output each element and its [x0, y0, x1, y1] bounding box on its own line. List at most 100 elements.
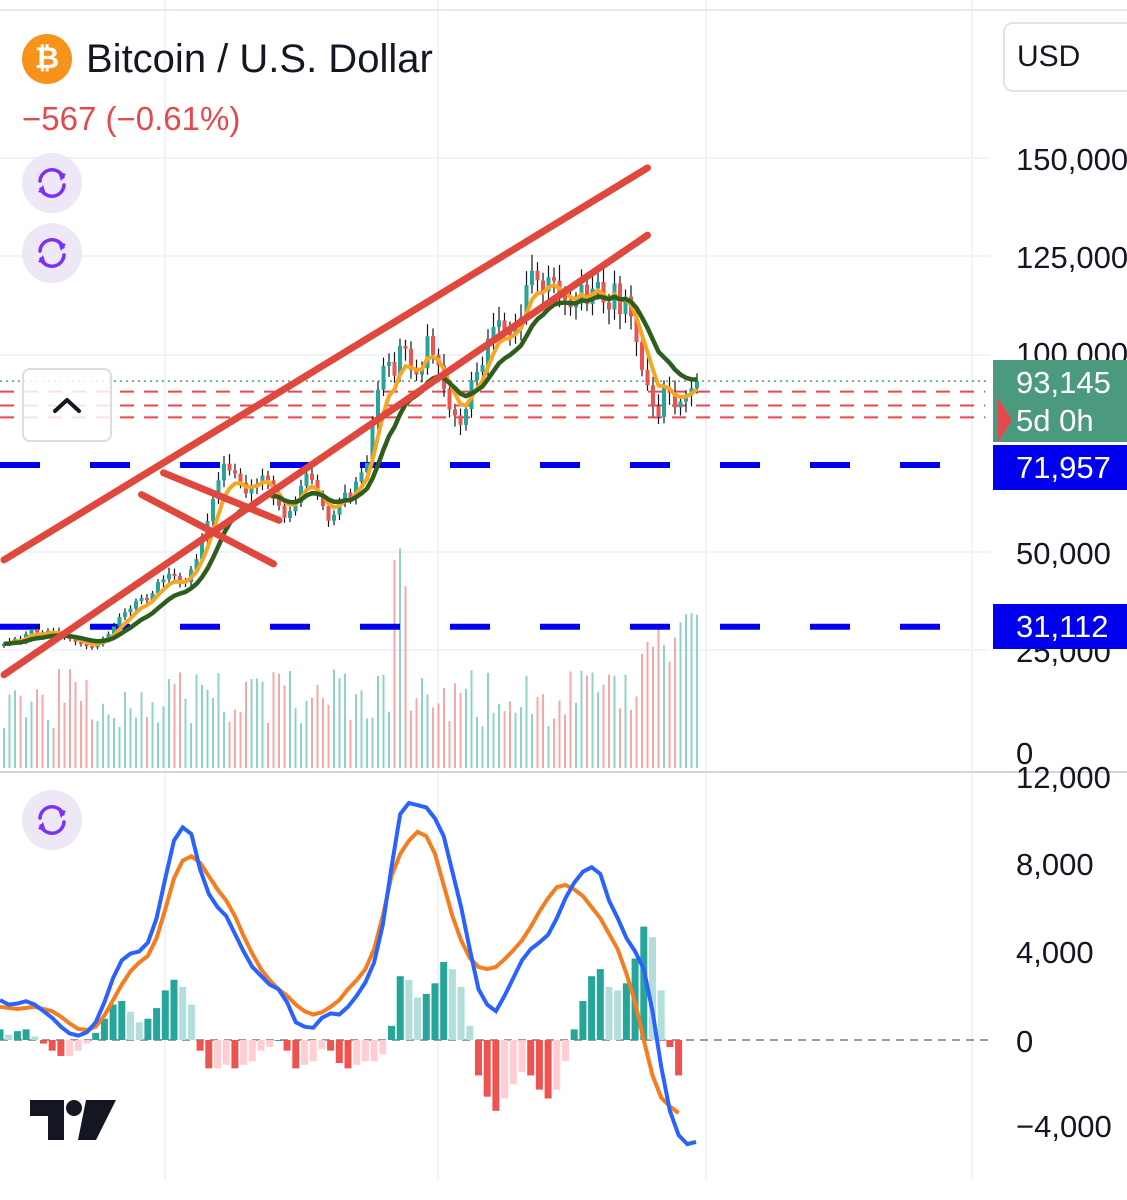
tradingview-logo-icon[interactable] — [30, 1098, 116, 1147]
candle — [172, 573, 177, 577]
histogram-bar — [231, 1040, 239, 1069]
histogram-bar — [431, 983, 439, 1040]
histogram-bar — [483, 1040, 491, 1097]
histogram-bar — [379, 1040, 387, 1055]
histogram-bar — [509, 1040, 517, 1085]
candle — [35, 629, 39, 633]
histogram-bar — [248, 1040, 256, 1062]
collapse-button[interactable] — [22, 368, 112, 442]
price-tick-label: 150,000 — [1016, 142, 1127, 177]
histogram-bar — [553, 1040, 561, 1090]
candle — [161, 579, 166, 583]
candle — [337, 501, 342, 515]
candle — [227, 463, 232, 471]
candle — [222, 463, 226, 481]
candle — [216, 480, 221, 499]
candle — [200, 540, 204, 560]
candle — [211, 498, 215, 522]
histogram-bar — [214, 1040, 221, 1069]
candle — [475, 371, 479, 381]
currency-selector[interactable]: USD — [1003, 22, 1127, 92]
candle — [546, 277, 551, 292]
refresh-button[interactable] — [22, 790, 82, 850]
candle — [458, 415, 463, 425]
moving-averages — [3, 282, 699, 647]
histogram-bar — [13, 1031, 21, 1040]
histogram-bar — [370, 1040, 378, 1062]
candle — [420, 368, 424, 375]
candle — [447, 388, 452, 410]
candle — [662, 387, 666, 417]
current-price-label: 93,145 — [1016, 365, 1111, 400]
candle — [266, 475, 270, 481]
symbol-title: Bitcoin / U.S. Dollar — [86, 36, 433, 81]
histogram-bar — [187, 1004, 195, 1040]
alert-marker — [998, 398, 1012, 442]
histogram-bar — [570, 1029, 578, 1040]
candle — [112, 626, 116, 634]
candle — [403, 346, 408, 349]
histogram-bar — [0, 1029, 4, 1040]
histogram-bar — [475, 1040, 482, 1076]
histogram-bar — [649, 937, 656, 1040]
histogram-bar — [422, 993, 430, 1040]
histogram-bar — [100, 1018, 108, 1040]
histogram-bar — [57, 1040, 65, 1056]
candle — [678, 401, 683, 408]
histogram-bar — [283, 1040, 291, 1051]
candle — [497, 320, 501, 328]
candle — [513, 326, 518, 336]
symbol-header[interactable]: ₿ Bitcoin / U.S. Dollar — [22, 34, 433, 84]
candle — [491, 327, 496, 339]
signal-line — [0, 829, 680, 1115]
refresh-button[interactable] — [22, 223, 82, 283]
histogram-bar — [327, 1040, 335, 1051]
support-tag — [993, 445, 1127, 490]
candle — [145, 597, 149, 601]
histogram-bar — [40, 1040, 47, 1044]
histogram-bar — [179, 986, 187, 1040]
macd-tick-label: −4,000 — [1016, 1109, 1112, 1144]
histogram-bar — [118, 1001, 126, 1040]
chevron-up-icon — [53, 398, 81, 413]
macd-panel — [0, 800, 990, 1147]
histogram-bar — [562, 1040, 569, 1062]
histogram-bar — [205, 1040, 213, 1069]
histogram-bar — [440, 962, 448, 1040]
candle — [541, 280, 545, 292]
candle — [563, 293, 567, 300]
macd-tick-label: 4,000 — [1016, 935, 1094, 970]
candle — [673, 392, 677, 408]
histogram-bar — [240, 1040, 248, 1065]
candle — [502, 320, 507, 333]
trendline — [160, 469, 283, 524]
candle — [293, 502, 298, 512]
histogram-bar — [66, 1040, 74, 1056]
macd-tick-label: 0 — [1016, 1024, 1033, 1059]
candle — [288, 511, 292, 518]
refresh-button[interactable] — [22, 153, 82, 213]
histogram-bar — [153, 1008, 161, 1040]
histogram-bar — [448, 969, 456, 1040]
candle — [524, 285, 529, 318]
candle — [156, 582, 160, 594]
candles — [2, 254, 699, 650]
histogram-bar — [605, 986, 613, 1040]
histogram-bar — [527, 1040, 535, 1076]
price-tick-label: 0 — [1016, 736, 1033, 771]
candle — [277, 498, 281, 506]
candle — [299, 485, 303, 503]
histogram-bar — [353, 1040, 361, 1065]
histogram-bar — [92, 1032, 100, 1040]
histogram-bar — [457, 986, 465, 1040]
candle — [656, 406, 661, 417]
support-lines — [0, 380, 990, 630]
histogram-bar — [83, 1040, 91, 1044]
candle — [596, 281, 600, 289]
histogram-bar — [396, 976, 404, 1040]
histogram-bar — [596, 969, 604, 1040]
candle — [695, 381, 699, 389]
histogram-bar — [170, 979, 178, 1040]
